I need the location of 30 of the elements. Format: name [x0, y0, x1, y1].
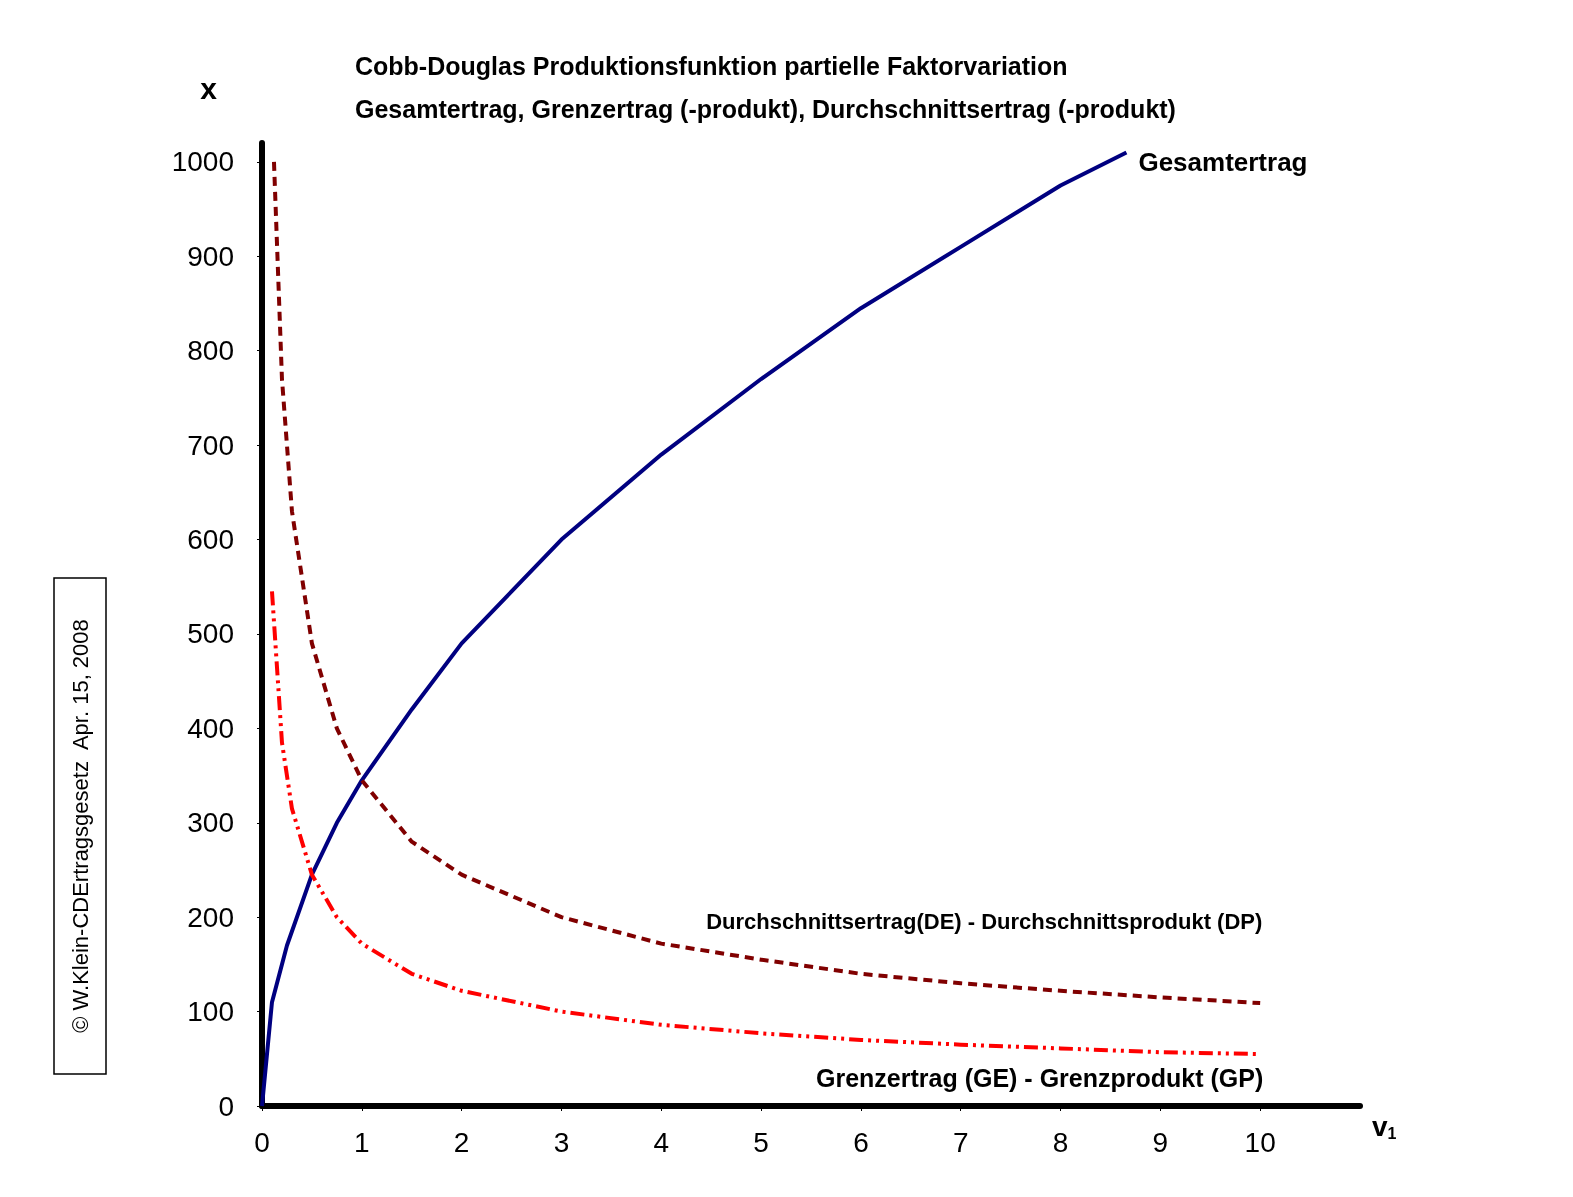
- x-tick-label: 1: [354, 1126, 370, 1158]
- series-label: Durchschnittsertrag(DE) - Durchschnittsprodukt (DP): [706, 909, 1263, 935]
- text: © W.Klein-CDErtragsgesetz Apr. 15, 2008: [67, 619, 93, 1033]
- x-tick-label: 6: [853, 1126, 869, 1158]
- y-tick-label: 0: [218, 1090, 234, 1122]
- x-tick-label: 2: [453, 1126, 470, 1158]
- x-tick-label: 8: [1052, 1126, 1069, 1158]
- y-tick-label: 500: [187, 618, 234, 650]
- x-axis-title: v1: [1372, 1110, 1397, 1142]
- y-tick-label: 800: [187, 335, 234, 367]
- y-axis-title: x: [200, 71, 218, 105]
- x-tick-label: 4: [653, 1126, 670, 1158]
- x-tick-label: 3: [553, 1126, 570, 1158]
- series-label: Grenzertrag (GE) - Grenzprodukt (GP): [815, 1063, 1264, 1092]
- chart-title: Cobb-Douglas Produktionsfunktion partielle Faktorvariation: [355, 51, 1068, 80]
- y-tick-label: 900: [187, 240, 234, 272]
- chart-subtitle: Gesamtertrag, Grenzertrag (-produkt), Durchschnittsertrag (-produkt): [355, 94, 1176, 123]
- x-tick-label: 9: [1152, 1126, 1169, 1158]
- y-tick-label: 200: [187, 901, 234, 933]
- y-tick-label: 600: [187, 524, 234, 556]
- series-label: Gesamtertrag: [1138, 146, 1308, 177]
- y-tick-label: 400: [187, 712, 234, 744]
- x-tick-label: 0: [254, 1126, 270, 1158]
- x-tick-label: 7: [952, 1126, 969, 1158]
- x-tick-label: 5: [753, 1126, 769, 1158]
- y-tick-label: 100: [187, 996, 234, 1028]
- y-tick-label: 700: [187, 429, 234, 461]
- y-tick-label: 300: [187, 807, 234, 839]
- y-tick-label: 1000: [171, 146, 234, 178]
- x-tick-label: 10: [1244, 1126, 1276, 1158]
